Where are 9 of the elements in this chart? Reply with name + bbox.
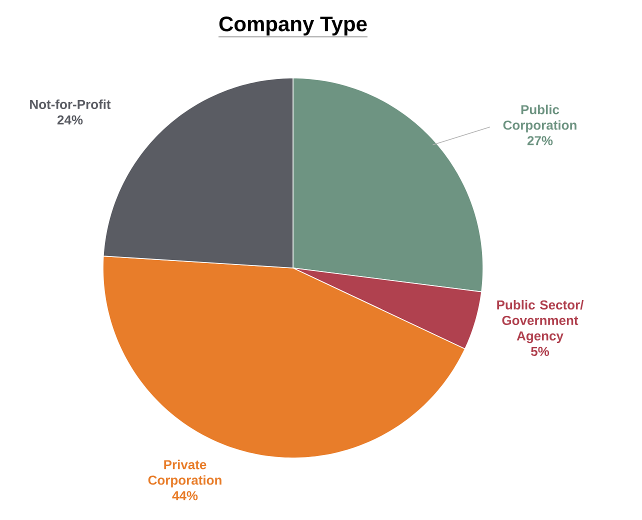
slice-label: Not-for-Profit <box>30 99 111 110</box>
slice-label: Private Corporation <box>148 460 222 488</box>
data-label: 24% <box>57 115 83 124</box>
data-label: 27% <box>527 136 553 146</box>
chart-title: Company Type <box>219 16 367 36</box>
data-label: 44% <box>172 491 198 500</box>
slice-label: Public Corporation <box>503 104 576 132</box>
data-label: 5% <box>531 346 550 356</box>
slice-label: Public Sector/ Government Agency <box>497 300 584 344</box>
